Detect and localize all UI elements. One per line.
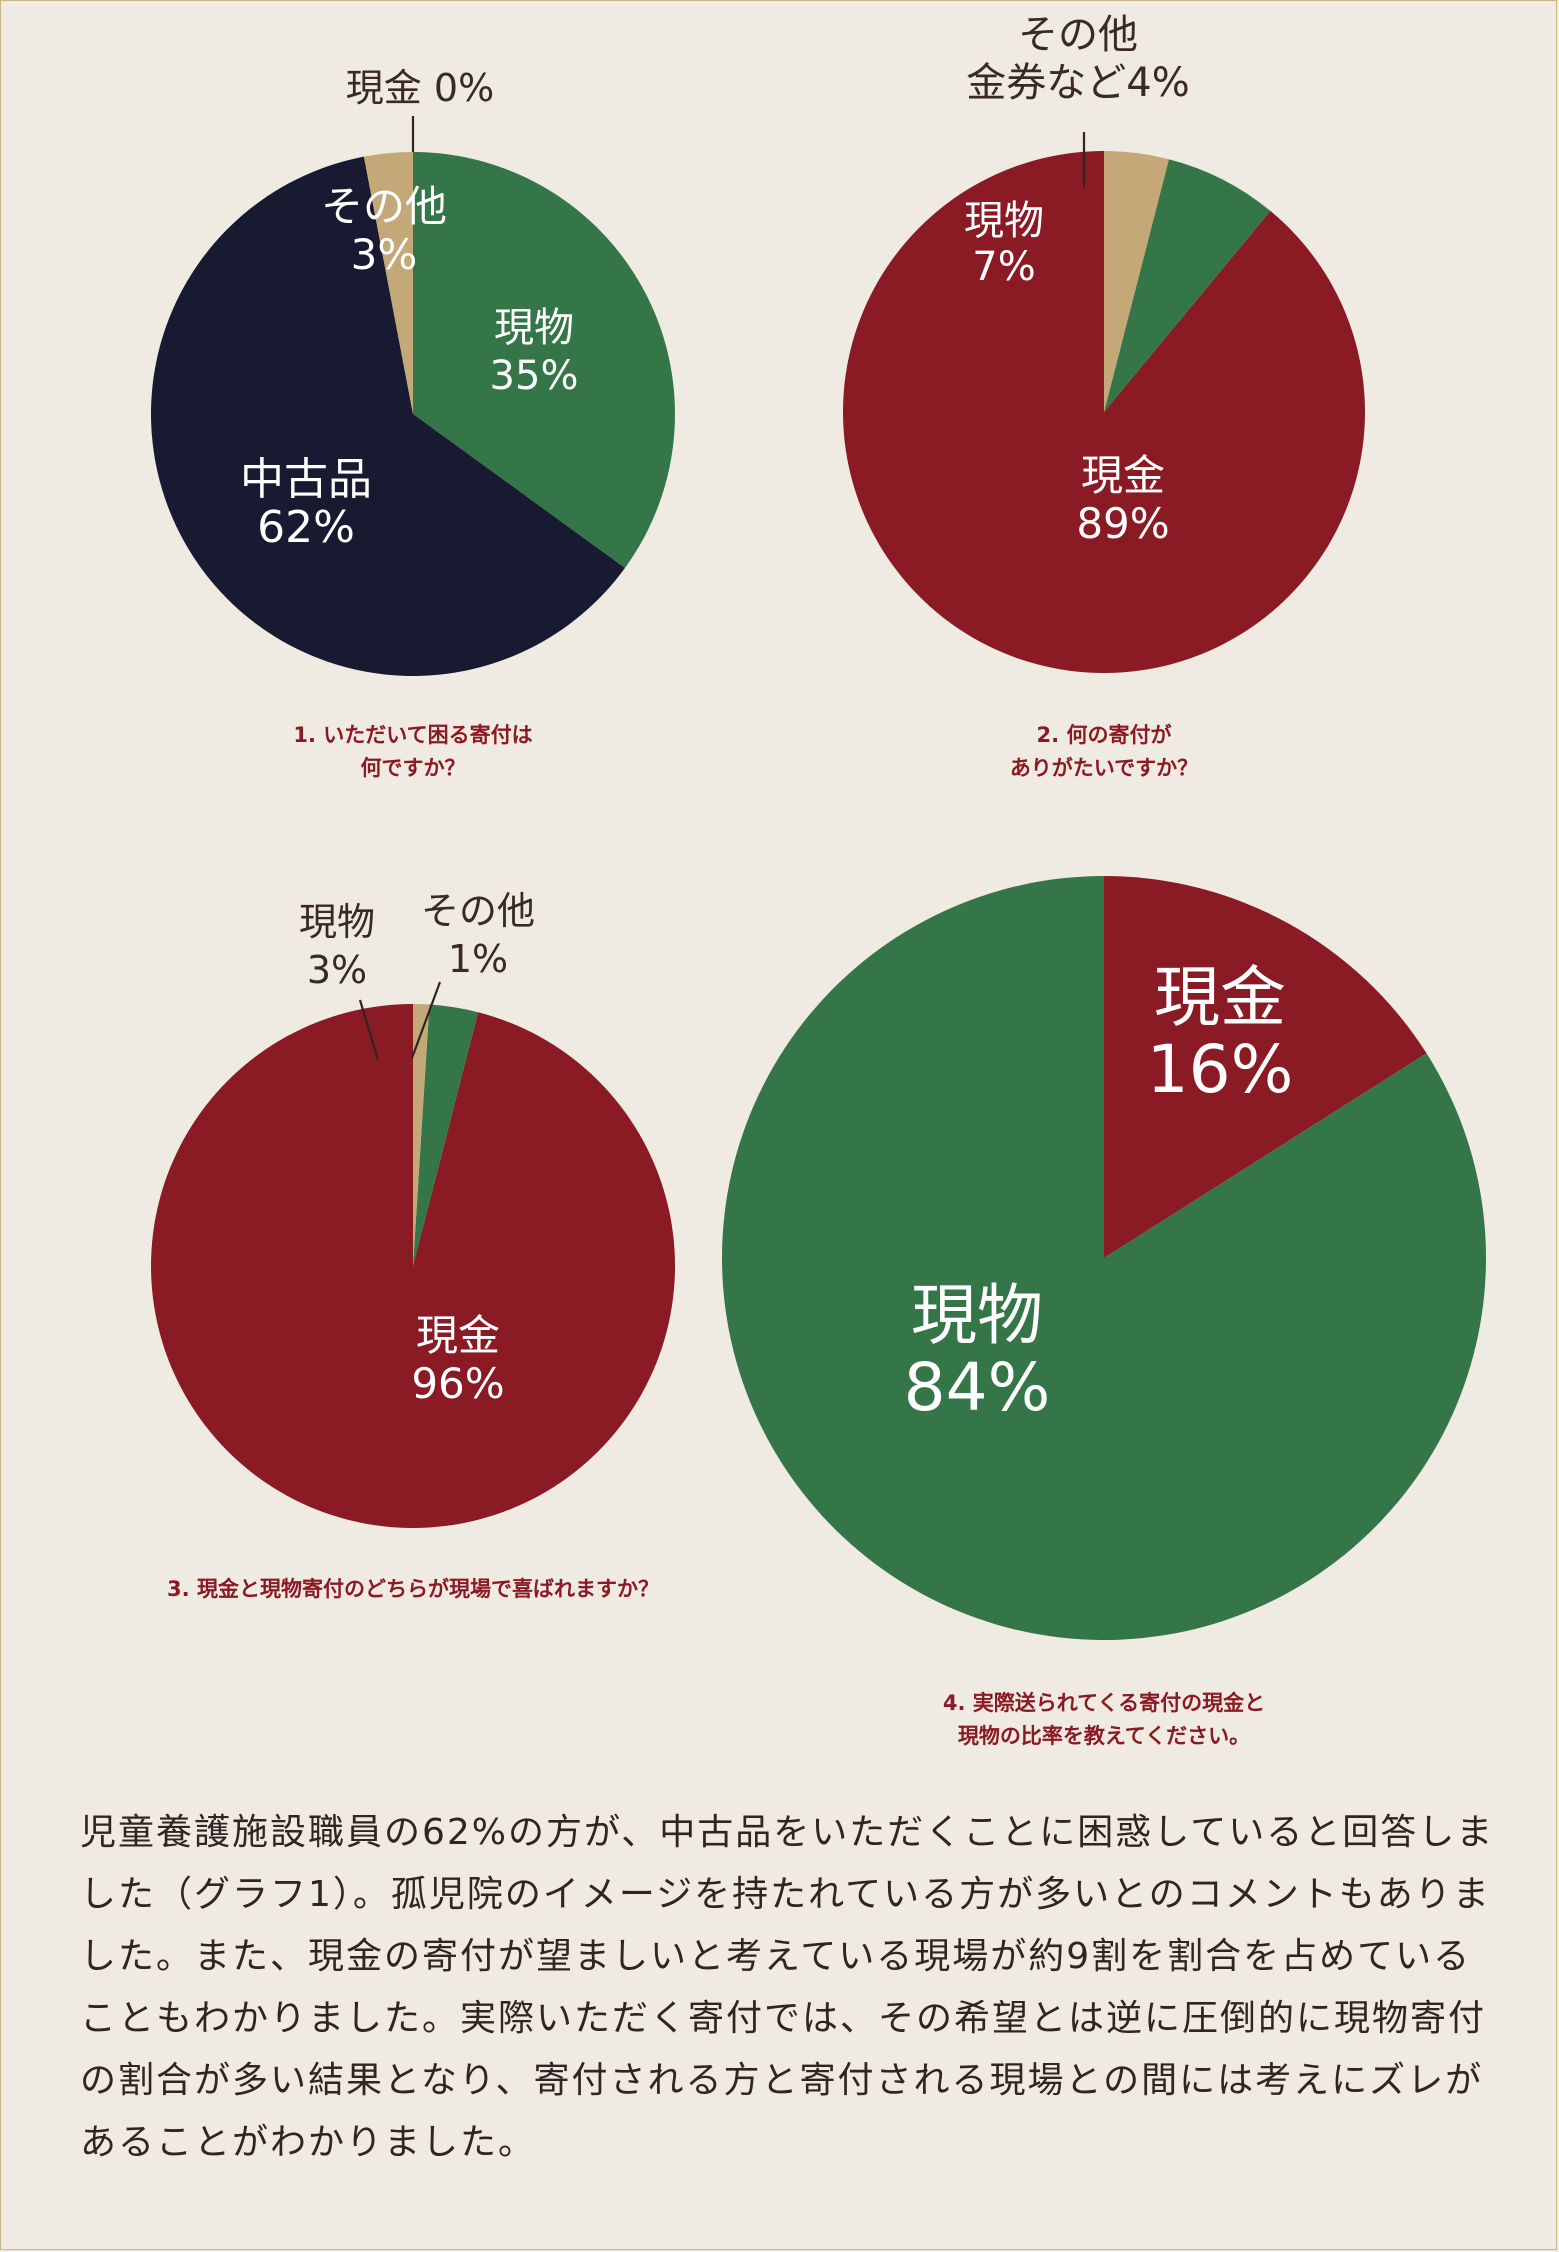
- slice-1-その他: [363, 152, 413, 414]
- label-2-その他-line: その他: [1018, 12, 1138, 58]
- label-value: 89%: [1076, 499, 1169, 548]
- slice-4-現物: [721, 876, 1486, 1641]
- pie-chart-2: [842, 151, 1365, 674]
- slice-1-中古品: [150, 156, 625, 677]
- label-name: その他: [421, 889, 535, 933]
- leader-3-その他: [410, 981, 442, 1059]
- label-3-その他: その他 1%: [421, 889, 535, 981]
- label-2-現金: 現金 89%: [1076, 451, 1169, 548]
- chart-1-caption-line: 1. いただいて困る寄付は: [293, 723, 532, 747]
- label-value: 3%: [307, 948, 367, 992]
- chart-2-caption-line: ありがたいですか？: [1010, 756, 1198, 780]
- label-name: 現物: [494, 305, 574, 351]
- chart-4-caption: 4. 実際送られてくる寄付の現金と現物の比率を教えてください。: [943, 1691, 1265, 1748]
- chart-3-caption-line: 3. 現金と現物寄付のどちらが現場で喜ばれますか？: [167, 1577, 659, 1601]
- chart-3-caption: 3. 現金と現物寄付のどちらが現場で喜ばれますか？: [167, 1577, 659, 1601]
- label-4-現物: 現物 84%: [904, 1277, 1051, 1426]
- label-value: 96%: [411, 1359, 504, 1408]
- slice-3-その他: [413, 1004, 430, 1266]
- label-3-現金: 現金 96%: [411, 1311, 504, 1408]
- slice-1-現物: [413, 152, 675, 568]
- label-value: 62%: [257, 502, 355, 553]
- label-name: 現金: [1081, 451, 1165, 500]
- label-4-現金: 現金 16%: [1147, 959, 1294, 1108]
- label-2-現物: 現物 7%: [964, 198, 1044, 290]
- label-value: 35%: [490, 353, 579, 399]
- chart-2-caption: 2. 何の寄付がありがたいですか？: [1010, 723, 1198, 780]
- label-name: 現物: [911, 1277, 1043, 1354]
- leader-3-現物: [358, 999, 380, 1061]
- chart-1-caption: 1. いただいて困る寄付は何ですか？: [293, 723, 532, 780]
- slice-3-現物: [413, 1004, 479, 1266]
- label-value: 3%: [351, 230, 418, 279]
- label-name: 現金: [1154, 959, 1286, 1036]
- label-name: 中古品: [240, 454, 372, 505]
- label-2-その他: その他金券など4%: [966, 12, 1189, 106]
- label-1-中古品: 中古品 62%: [240, 454, 372, 553]
- label-value: 84%: [904, 1349, 1051, 1426]
- label-name: 現物: [964, 198, 1044, 244]
- pie-chart-1: [150, 152, 675, 677]
- label-name: 現物: [299, 900, 375, 944]
- label-value: 0%: [434, 66, 494, 110]
- slice-2-現金: [842, 151, 1365, 674]
- label-1-その他: その他 3%: [321, 182, 447, 279]
- chart-1-caption-line: 何ですか？: [361, 756, 466, 780]
- slice-3-現金: [151, 1004, 676, 1528]
- label-1-現金: 現金 0%: [346, 66, 494, 110]
- chart-2-caption-line: 2. 何の寄付が: [1037, 723, 1172, 747]
- label-value: 1%: [448, 937, 508, 981]
- chart-4-caption-line: 4. 実際送られてくる寄付の現金と: [943, 1691, 1265, 1715]
- label-name: 現金: [416, 1311, 500, 1360]
- pie-chart-4: [721, 876, 1486, 1641]
- label-name: 現金: [346, 66, 422, 110]
- label-value: 16%: [1147, 1031, 1294, 1108]
- label-1-現物: 現物 35%: [490, 305, 579, 399]
- slice-2-現物: [1104, 159, 1271, 412]
- pie-chart-3: [151, 1004, 676, 1528]
- slice-4-現金: [1104, 876, 1427, 1258]
- label-2-その他-line: 金券など4%: [966, 60, 1189, 106]
- label-name: その他: [321, 182, 447, 231]
- label-3-現物: 現物 3%: [299, 900, 375, 992]
- slice-2-その他金券など: [1104, 151, 1169, 412]
- label-spacer: [422, 66, 434, 110]
- chart-4-caption-line: 現物の比率を教えてください。: [958, 1724, 1250, 1748]
- label-value: 7%: [972, 244, 1035, 290]
- summary-paragraph: 児童養護施設職員の62%の方が、中古品をいただくことに困惑していると回答しました…: [80, 1812, 1495, 2163]
